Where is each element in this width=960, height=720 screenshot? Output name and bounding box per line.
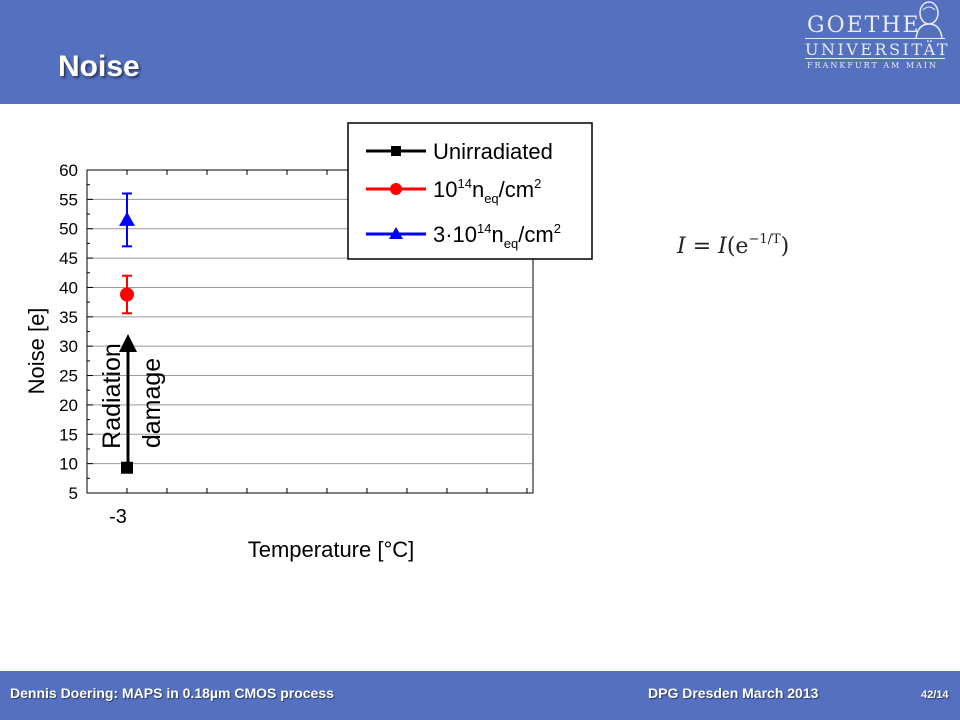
legend-entry-1: Unirradiated xyxy=(433,139,553,164)
y-tick-label: 60 xyxy=(59,161,78,180)
y-tick-label: 40 xyxy=(59,278,78,297)
y-tick-label: 15 xyxy=(59,425,78,444)
annotation: Radiation damage xyxy=(98,334,166,462)
legend-entry-2: 1014neq/cm2 xyxy=(433,176,541,206)
y-tick-label: 45 xyxy=(59,249,78,268)
legend-entry-3: 3·1014neq/cm2 xyxy=(433,221,561,251)
footer-bar: Dennis Doering: MAPS in 0.18µm CMOS proc… xyxy=(0,671,960,720)
radiation-arrow-head xyxy=(119,334,137,352)
x-axis-tick-labels: -3 xyxy=(109,506,127,528)
y-tick-label: 25 xyxy=(59,367,78,386)
y-tick-label: 30 xyxy=(59,337,78,356)
y-tick-label: 20 xyxy=(59,396,78,415)
y-axis-ticks: 5 10 15 20 25 30 35 40 45 50 55 60 xyxy=(59,161,93,503)
formula-rhs: I xyxy=(718,234,727,259)
data-point-circle xyxy=(120,287,134,302)
logo-divider xyxy=(805,38,945,39)
x-tick-label: -3 xyxy=(109,506,127,528)
legend-marker-triangle xyxy=(389,227,403,239)
legend: Unirradiated 1014neq/cm2 3·1014neq/cm2 xyxy=(347,122,593,260)
formula-lhs: I xyxy=(677,234,686,259)
annotation-line-1: Radiation xyxy=(98,343,126,449)
university-logo: GOETHE UNIVERSITÄT FRANKFURT AM MAIN xyxy=(800,0,960,80)
formula-open: (e xyxy=(726,234,749,259)
y-tick-label: 55 xyxy=(59,190,78,209)
header-bar: Noise GOETHE UNIVERSITÄT FRANKFURT AM MA… xyxy=(0,0,960,104)
x-axis-label: Temperature [°C] xyxy=(248,537,415,562)
y-tick-label: 10 xyxy=(59,455,78,474)
portrait-icon xyxy=(915,1,943,38)
legend-marker-circle xyxy=(390,183,402,195)
data-point-square xyxy=(121,461,133,474)
y-tick-label: 35 xyxy=(59,308,78,327)
noise-chart: 5 10 15 20 25 30 35 40 45 50 55 60 -3 Noise [e] Tem… xyxy=(24,122,593,562)
logo-line-3: FRANKFURT AM MAIN xyxy=(807,61,939,70)
y-axis-label: Noise [e] xyxy=(24,308,49,395)
logo-line-2: UNIVERSITÄT xyxy=(805,40,951,59)
page-title: Noise xyxy=(58,50,140,83)
formula-exponent: −1/T xyxy=(748,232,781,247)
formula-close: ) xyxy=(780,234,790,259)
formula-eq: = xyxy=(685,234,719,259)
y-tick-label: 50 xyxy=(59,220,78,239)
page-number: 42/14 xyxy=(921,689,949,701)
current-formula: I = I(e−1/T) xyxy=(677,232,789,259)
logo-divider xyxy=(805,58,945,59)
annotation-line-2: damage xyxy=(138,358,166,448)
legend-marker-square xyxy=(391,146,401,156)
footer-event: DPG Dresden March 2013 xyxy=(648,685,819,701)
logo-line-1: GOETHE xyxy=(807,13,921,38)
legend-box xyxy=(347,122,593,260)
y-tick-label: 5 xyxy=(69,484,78,503)
data-point-triangle xyxy=(119,211,135,226)
footer-author: Dennis Doering: MAPS in 0.18µm CMOS proc… xyxy=(10,685,334,701)
data-points xyxy=(119,192,135,474)
